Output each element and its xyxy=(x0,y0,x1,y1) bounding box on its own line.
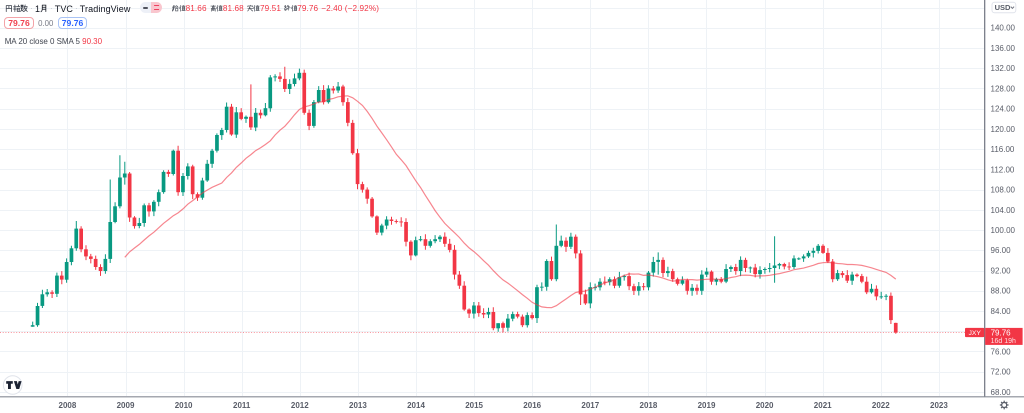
svg-text:USD: USD xyxy=(995,3,1011,12)
svg-text:132.00: 132.00 xyxy=(991,64,1016,73)
svg-text:124.00: 124.00 xyxy=(991,105,1016,114)
svg-text:136.00: 136.00 xyxy=(991,44,1016,53)
svg-text:92.00: 92.00 xyxy=(991,267,1012,276)
svg-text:96.00: 96.00 xyxy=(991,246,1012,255)
svg-text:140.00: 140.00 xyxy=(991,24,1016,33)
svg-text:116.00: 116.00 xyxy=(991,145,1015,154)
svg-text:2012: 2012 xyxy=(291,401,309,410)
svg-text:76.00: 76.00 xyxy=(991,347,1012,356)
svg-text:2009: 2009 xyxy=(117,401,135,410)
svg-text:88.00: 88.00 xyxy=(991,287,1012,296)
svg-text:2020: 2020 xyxy=(756,401,774,410)
svg-text:2017: 2017 xyxy=(581,401,599,410)
svg-text:2013: 2013 xyxy=(349,401,367,410)
svg-text:2016: 2016 xyxy=(523,401,541,410)
svg-text:79.76: 79.76 xyxy=(991,328,1012,337)
svg-text:2019: 2019 xyxy=(698,401,716,410)
svg-text:120.00: 120.00 xyxy=(991,125,1016,134)
svg-text:104.00: 104.00 xyxy=(991,206,1016,215)
svg-text:68.00: 68.00 xyxy=(991,388,1012,397)
svg-text:2010: 2010 xyxy=(175,401,193,410)
svg-text:84.00: 84.00 xyxy=(991,307,1012,316)
svg-text:100.00: 100.00 xyxy=(991,226,1016,235)
svg-text:2023: 2023 xyxy=(930,401,948,410)
svg-text:2011: 2011 xyxy=(233,401,251,410)
svg-text:2008: 2008 xyxy=(59,401,77,410)
svg-text:16d 19h: 16d 19h xyxy=(991,338,1016,345)
svg-text:2018: 2018 xyxy=(640,401,658,410)
svg-text:2021: 2021 xyxy=(814,401,832,410)
svg-text:2015: 2015 xyxy=(465,401,483,410)
svg-text:108.00: 108.00 xyxy=(991,186,1016,195)
svg-text:112.00: 112.00 xyxy=(991,165,1015,174)
svg-text:72.00: 72.00 xyxy=(991,368,1012,377)
svg-text:128.00: 128.00 xyxy=(991,84,1016,93)
svg-text:2014: 2014 xyxy=(407,401,425,410)
svg-text:2022: 2022 xyxy=(872,401,890,410)
svg-text:JXY: JXY xyxy=(968,330,981,337)
